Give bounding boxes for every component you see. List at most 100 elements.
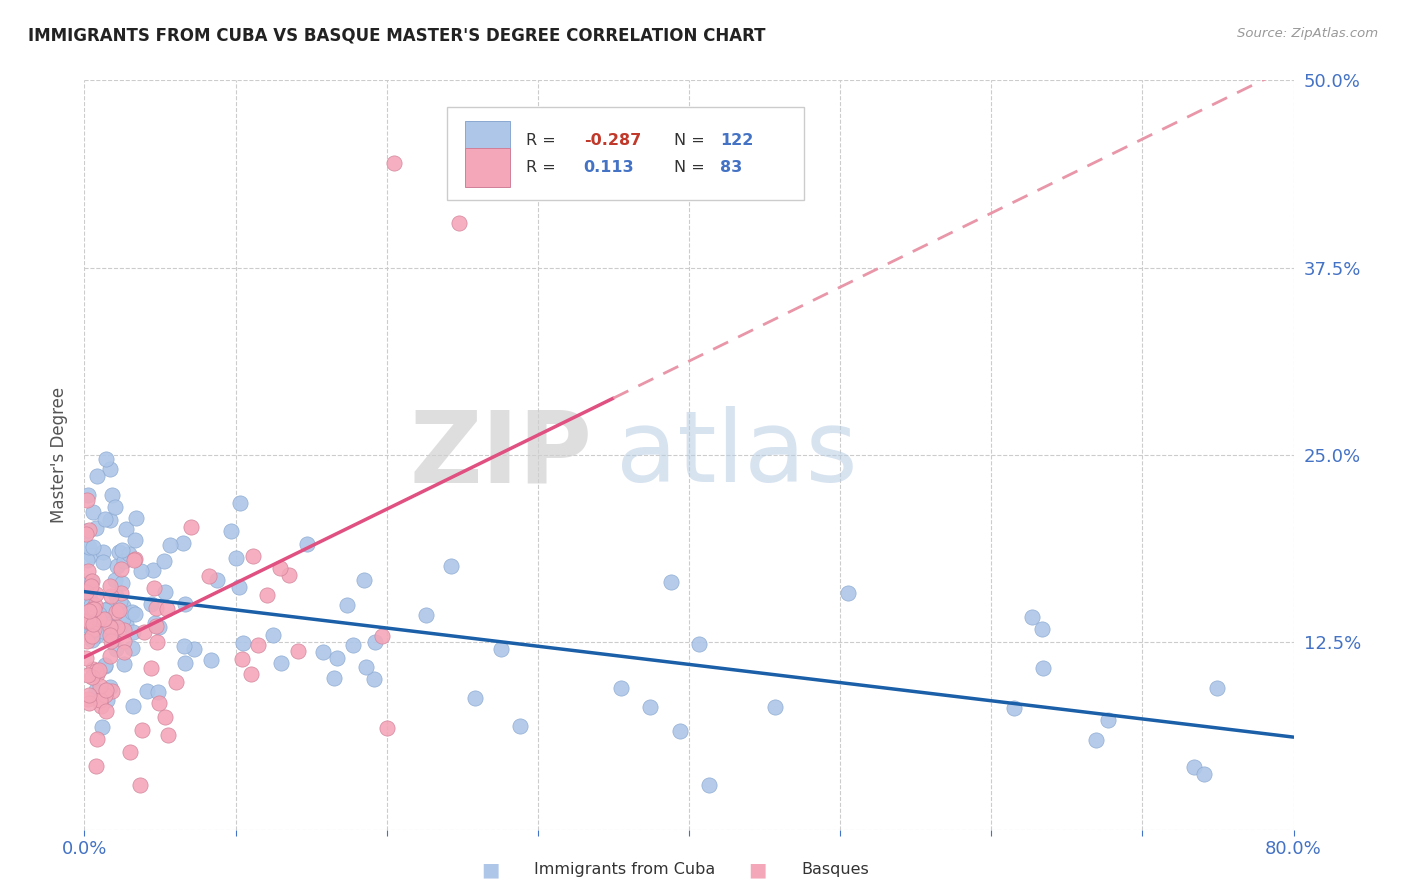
Point — [80, 578, 103, 592]
Point — [83, 622, 105, 636]
Point — [93, 545, 115, 559]
Point — [93, 612, 115, 626]
Point — [240, 666, 263, 681]
Point — [464, 690, 486, 705]
Text: ■: ■ — [748, 860, 766, 880]
Point — [297, 537, 319, 551]
Point — [111, 599, 134, 613]
Point — [79, 599, 101, 613]
Point — [363, 673, 385, 687]
Point — [80, 624, 103, 639]
Point — [145, 601, 167, 615]
Point — [688, 637, 710, 651]
Point — [1206, 681, 1229, 695]
Point — [125, 510, 148, 524]
Point — [124, 552, 146, 566]
Point — [94, 658, 117, 673]
Point — [100, 620, 122, 634]
Point — [83, 601, 105, 615]
Point — [231, 651, 253, 665]
Point — [104, 574, 127, 588]
Point — [75, 651, 97, 665]
Point — [87, 685, 110, 699]
Point — [111, 576, 134, 591]
Point — [139, 597, 162, 611]
Point — [143, 581, 166, 595]
Point — [91, 624, 114, 639]
Point — [80, 574, 103, 589]
Point — [77, 696, 100, 710]
Point — [197, 569, 219, 583]
Point — [131, 723, 153, 737]
Point — [172, 535, 194, 549]
Y-axis label: Master's Degree: Master's Degree — [49, 387, 67, 523]
Point — [157, 728, 180, 742]
Point — [287, 644, 309, 658]
Point — [112, 554, 135, 568]
Point — [84, 521, 107, 535]
Text: atlas: atlas — [616, 407, 858, 503]
Point — [76, 633, 98, 648]
Point — [1182, 760, 1205, 774]
Point — [94, 704, 117, 718]
Point — [375, 721, 398, 735]
Point — [336, 598, 359, 612]
Point — [105, 589, 128, 603]
Text: Source: ZipAtlas.com: Source: ZipAtlas.com — [1237, 27, 1378, 40]
Point — [449, 216, 471, 230]
Point — [76, 492, 98, 507]
Point — [148, 697, 170, 711]
Point — [323, 671, 346, 685]
Point — [90, 720, 112, 734]
Point — [84, 758, 107, 772]
Point — [165, 674, 187, 689]
Point — [87, 607, 110, 621]
Text: N =: N = — [675, 134, 706, 148]
Point — [183, 642, 205, 657]
Point — [1031, 623, 1053, 637]
Point — [124, 533, 146, 547]
Point — [659, 574, 682, 589]
Point — [1002, 701, 1025, 715]
Point — [89, 693, 111, 707]
Text: IMMIGRANTS FROM CUBA VS BASQUE MASTER'S DEGREE CORRELATION CHART: IMMIGRANTS FROM CUBA VS BASQUE MASTER'S … — [28, 27, 766, 45]
Point — [77, 614, 100, 628]
Point — [82, 616, 104, 631]
Point — [94, 689, 117, 703]
Point — [246, 638, 269, 652]
Point — [84, 683, 107, 698]
Point — [100, 590, 122, 604]
Point — [364, 634, 387, 648]
Point — [75, 576, 97, 591]
Point — [225, 550, 247, 565]
Point — [110, 562, 132, 576]
Point — [86, 587, 108, 601]
Point — [87, 612, 110, 626]
Point — [76, 553, 98, 567]
Text: 83: 83 — [720, 160, 742, 175]
Point — [94, 658, 117, 673]
Point — [105, 605, 128, 619]
Point — [131, 564, 153, 578]
Point — [609, 681, 631, 695]
Point — [83, 598, 105, 612]
Point — [101, 684, 124, 698]
Point — [270, 657, 292, 671]
Point — [669, 723, 692, 738]
Point — [159, 538, 181, 552]
Point — [153, 710, 176, 724]
Point — [75, 618, 97, 632]
Point — [107, 620, 129, 634]
Point — [79, 584, 101, 599]
Point — [77, 667, 100, 681]
Point — [115, 616, 138, 631]
Point — [174, 656, 197, 670]
Point — [489, 641, 512, 656]
Point — [101, 632, 124, 646]
Point — [77, 523, 100, 537]
FancyBboxPatch shape — [465, 148, 510, 186]
Text: R =: R = — [526, 134, 555, 148]
Point — [79, 591, 101, 606]
Point — [143, 616, 166, 631]
Point — [77, 541, 100, 555]
